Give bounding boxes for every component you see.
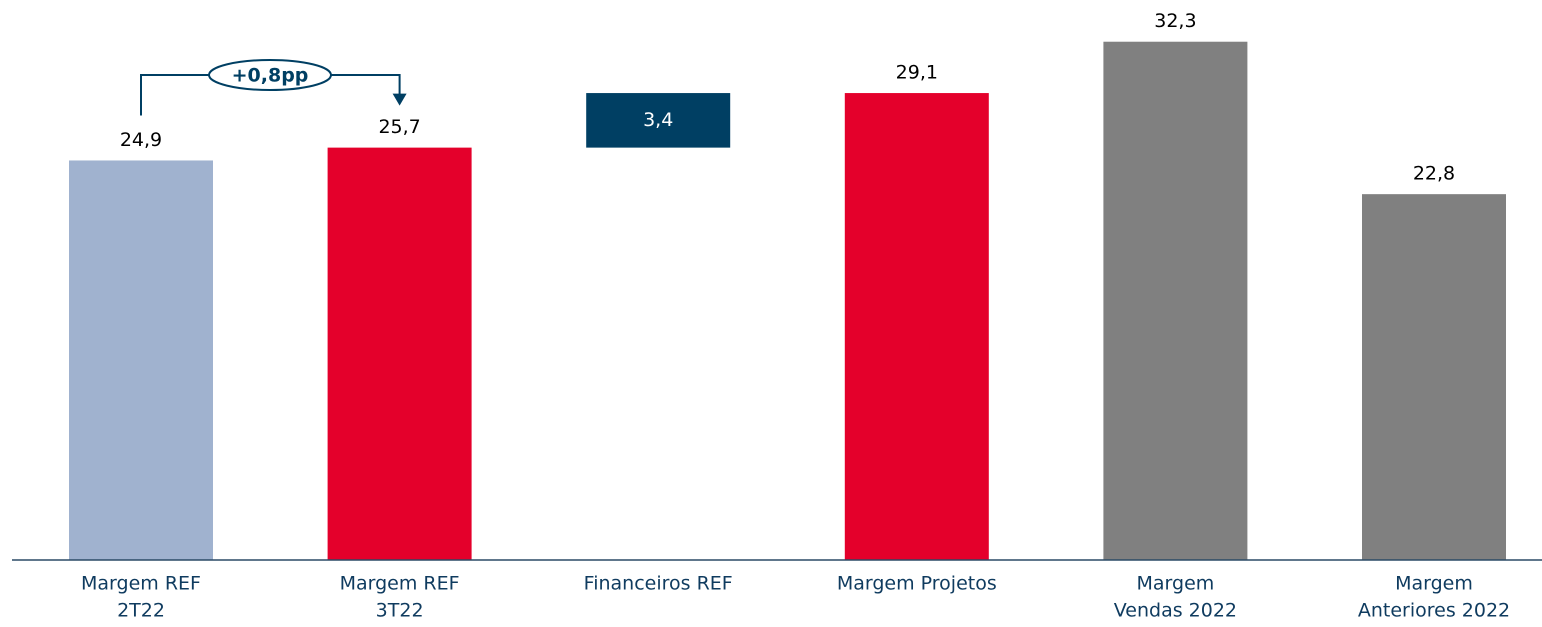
x-tick-label: 3T22: [376, 600, 424, 622]
bar: [1362, 194, 1506, 560]
value-label: 22,8: [1413, 163, 1455, 185]
bar: [327, 147, 472, 561]
x-tick-label: Margem Projetos: [837, 573, 997, 595]
annotation: +0,8pp: [232, 65, 309, 87]
value-label: 32,3: [1154, 10, 1196, 32]
bar: [844, 93, 989, 560]
x-tick-label: Margem REF: [81, 573, 201, 595]
value-label: 3,4: [643, 109, 673, 131]
bar: [586, 93, 731, 148]
x-tick-label: 2T22: [117, 600, 165, 622]
annotation-pill: [208, 59, 332, 91]
x-tick-label: Anteriores 2022: [1358, 600, 1510, 622]
bar: [69, 160, 213, 561]
x-tick-label: Vendas 2022: [1114, 600, 1237, 622]
value-label: 29,1: [896, 62, 938, 84]
bar: [1103, 41, 1248, 561]
x-tick-label: Margem: [1137, 573, 1215, 595]
value-label: 25,7: [378, 116, 420, 138]
value-label: 24,9: [120, 129, 162, 151]
arrow-head: [392, 93, 407, 106]
x-tick-label: Margem REF: [340, 573, 460, 595]
x-tick-label: Financeiros REF: [584, 573, 733, 595]
x-tick-label: Margem: [1395, 573, 1473, 595]
